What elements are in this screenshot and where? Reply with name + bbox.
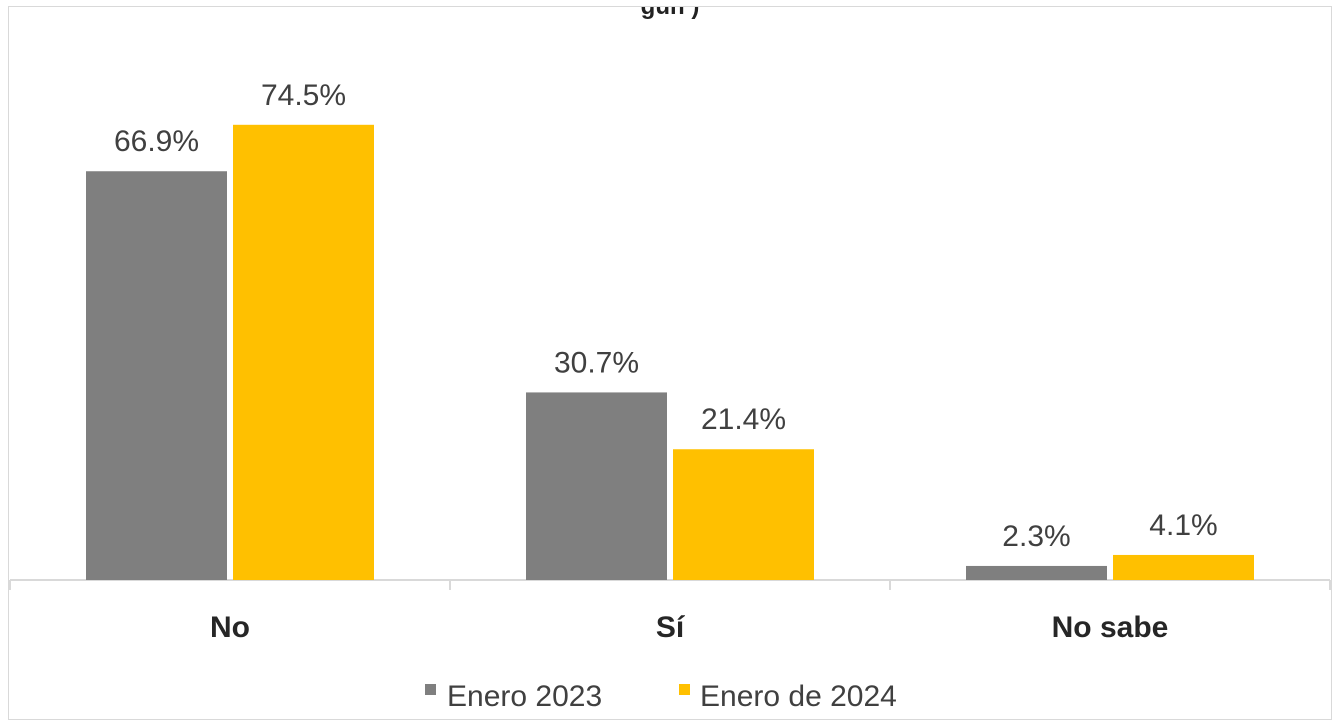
bar <box>233 124 374 581</box>
bar <box>526 392 667 580</box>
category-label: No sabe <box>1052 611 1169 644</box>
bar <box>966 565 1107 580</box>
legend-marker <box>679 684 690 695</box>
chart-frame: gún ) <box>8 6 1332 720</box>
bar <box>1113 554 1254 580</box>
legend-label: Enero de 2024 <box>700 680 897 713</box>
data-label: 30.7% <box>554 346 639 379</box>
bar <box>86 171 227 580</box>
data-label: 21.4% <box>701 403 786 436</box>
legend-label: Enero 2023 <box>447 680 602 713</box>
chart-title-fragment: gún ) <box>640 6 700 20</box>
legend-marker <box>425 684 436 695</box>
data-label: 2.3% <box>1002 520 1070 553</box>
category-label: Sí <box>656 611 686 644</box>
category-label: No <box>210 611 250 644</box>
bar <box>673 449 814 580</box>
data-label: 66.9% <box>114 125 199 158</box>
data-label: 4.1% <box>1149 509 1217 542</box>
data-label: 74.5% <box>261 79 346 112</box>
